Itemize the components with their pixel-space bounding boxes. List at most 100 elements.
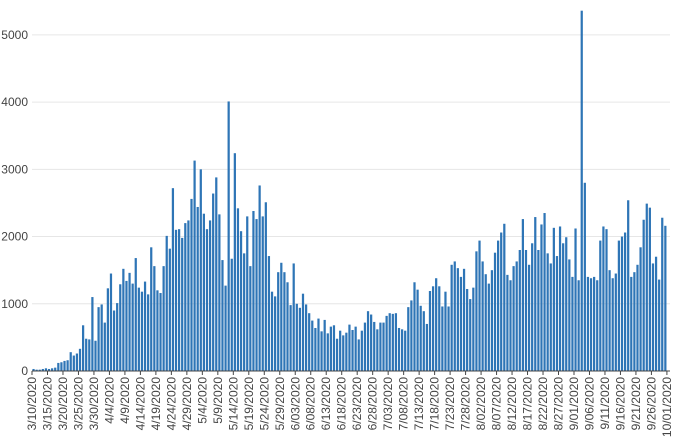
- bar: [506, 274, 509, 371]
- bar: [128, 272, 131, 371]
- bar: [342, 335, 345, 371]
- bar: [447, 306, 450, 371]
- bar: [208, 220, 212, 371]
- y-tick-label: 1000: [1, 297, 28, 311]
- bar: [431, 286, 435, 371]
- bar: [168, 248, 171, 371]
- bar: [162, 266, 165, 371]
- bar: [608, 270, 611, 371]
- bar: [178, 229, 181, 371]
- bar: [611, 278, 614, 371]
- bar: [184, 223, 187, 371]
- bar: [370, 314, 373, 371]
- bar: [94, 340, 97, 371]
- bar: [373, 321, 376, 371]
- bar: [586, 276, 590, 371]
- bar: [57, 362, 60, 371]
- bar: [388, 313, 391, 371]
- bar: [159, 293, 162, 371]
- bar: [400, 329, 404, 371]
- bar: [215, 177, 218, 371]
- bar: [72, 355, 75, 371]
- bar: [552, 227, 555, 371]
- bar: [456, 268, 459, 371]
- bar: [633, 272, 636, 371]
- x-tick-label: 3/20/2020: [56, 377, 70, 431]
- x-tick-label: 3/10/2020: [25, 377, 39, 431]
- bar: [512, 266, 515, 371]
- y-axis-ticks: 0 1000 2000 3000 4000 5000: [1, 28, 28, 378]
- bar: [258, 185, 261, 371]
- bar: [459, 276, 463, 371]
- bar: [413, 282, 416, 371]
- bar: [274, 296, 277, 371]
- bar: [323, 319, 326, 371]
- bar: [376, 329, 379, 371]
- bar: [326, 333, 329, 371]
- bar: [481, 261, 484, 371]
- bar: [109, 273, 113, 371]
- x-tick-label: 8/27/2020: [552, 377, 566, 431]
- bar: [75, 353, 79, 371]
- x-tick-label: 5/9/2020: [211, 377, 225, 424]
- bar: [664, 225, 667, 371]
- bar: [534, 217, 537, 371]
- x-tick-label: 7/23/2020: [443, 377, 457, 431]
- bar: [444, 291, 447, 371]
- bar: [599, 240, 602, 371]
- bar: [193, 160, 196, 371]
- bar: [435, 278, 438, 371]
- bar: [85, 338, 88, 371]
- bar: [404, 330, 407, 371]
- x-tick-label: 6/08/2020: [304, 377, 318, 431]
- bar: [527, 264, 531, 371]
- bar: [243, 253, 246, 371]
- bar: [63, 360, 66, 371]
- bar: [339, 330, 342, 371]
- bar: [524, 250, 528, 371]
- bar: [382, 322, 385, 371]
- x-tick-label: 4/9/2020: [118, 377, 132, 424]
- bar: [549, 263, 552, 371]
- x-tick-label: 5/29/2020: [273, 377, 287, 431]
- x-tick-label: 7/03/2020: [381, 377, 395, 431]
- bar: [249, 266, 252, 371]
- bar: [605, 229, 608, 371]
- bar: [478, 240, 481, 371]
- x-tick-label: 8/02/2020: [474, 377, 488, 431]
- x-tick-label: 4/14/2020: [133, 377, 147, 431]
- bar: [181, 237, 184, 371]
- bar: [44, 368, 48, 371]
- bar: [416, 289, 419, 371]
- bar: [627, 200, 630, 371]
- bar: [428, 291, 432, 371]
- bar: [555, 256, 559, 371]
- bar: [47, 368, 51, 371]
- bar: [580, 10, 583, 371]
- bar: [137, 287, 140, 371]
- bar: [438, 286, 441, 371]
- bar: [150, 247, 153, 371]
- bar: [410, 300, 413, 371]
- x-tick-label: 6/23/2020: [350, 377, 364, 431]
- bar: [466, 288, 469, 371]
- bar: [202, 213, 205, 371]
- bar: [187, 220, 190, 371]
- bar: [199, 169, 202, 371]
- bar: [620, 236, 624, 371]
- x-tick-label: 10/01/2020: [660, 377, 674, 437]
- bar: [267, 256, 271, 371]
- bar: [255, 219, 258, 371]
- bar: [81, 325, 85, 371]
- bar: [292, 263, 295, 371]
- bar: [301, 293, 305, 371]
- bar: [119, 284, 122, 371]
- bar: [264, 202, 267, 371]
- x-tick-label: 9/11/2020: [598, 377, 612, 430]
- x-tick-label: 6/03/2020: [288, 377, 302, 431]
- bar: [602, 226, 605, 371]
- x-tick-label: 3/25/2020: [71, 377, 85, 431]
- bar: [493, 252, 497, 371]
- bar: [345, 332, 348, 371]
